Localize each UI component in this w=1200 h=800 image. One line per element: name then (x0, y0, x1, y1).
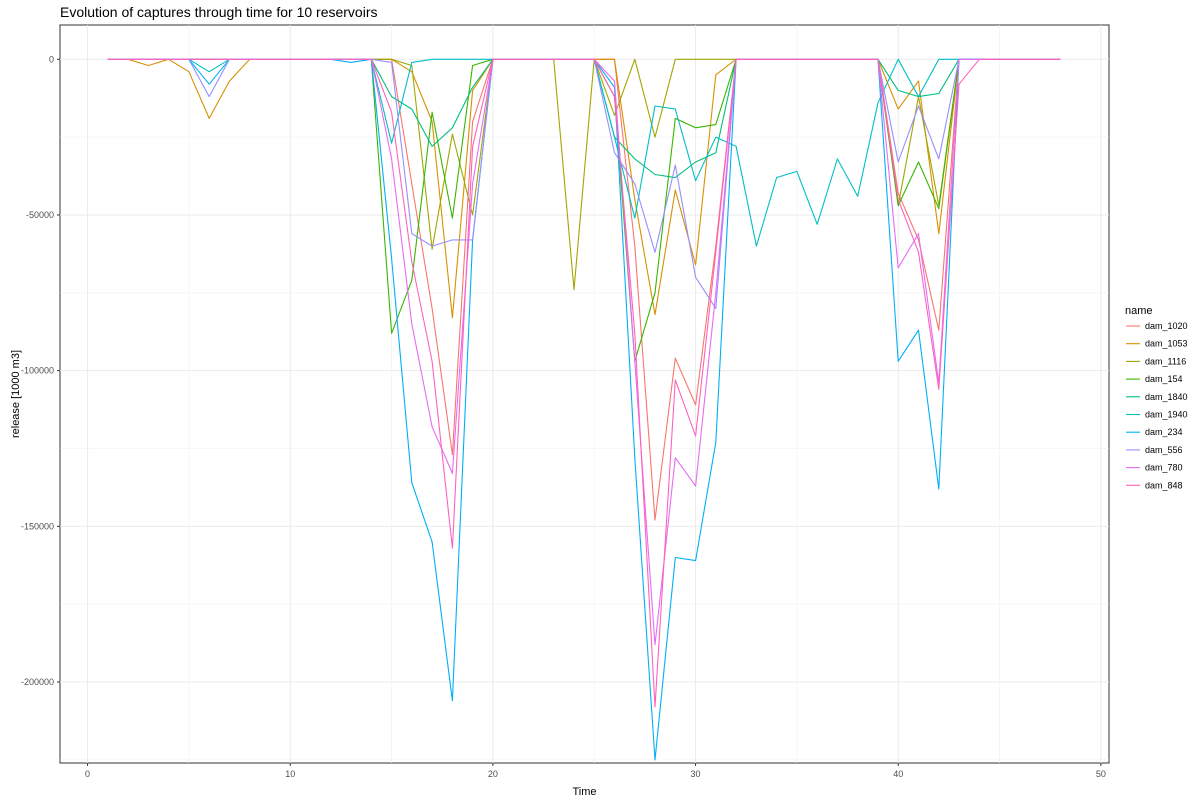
plot-panel (59, 24, 1110, 764)
legend-label: dam_234 (1145, 427, 1183, 437)
legend-label: dam_848 (1145, 480, 1183, 490)
legend-label: dam_154 (1145, 374, 1183, 384)
x-tick-label: 10 (285, 769, 295, 779)
legend-label: dam_1116 (1145, 356, 1186, 366)
y-tick-label: -100000 (21, 366, 54, 376)
legend-label: dam_556 (1145, 445, 1183, 455)
x-tick-label: 40 (893, 769, 903, 779)
y-tick-label: -200000 (21, 677, 54, 687)
x-tick-label: 30 (691, 769, 701, 779)
series-line-dam_848 (107, 58, 1061, 708)
y-tick-label: -50000 (26, 210, 54, 220)
series-lines (107, 58, 1061, 761)
x-tick-label: 20 (488, 769, 498, 779)
x-tick-label: 0 (85, 769, 90, 779)
legend-label: dam_1840 (1145, 392, 1188, 402)
y-tick-label: 0 (49, 54, 54, 64)
axes: 0 10 20 30 40 50 0 -50000 -100000 -150000 -200000 (21, 54, 1106, 779)
x-tick-label: 50 (1096, 769, 1106, 779)
legend: name dam_1020 dam_1053 dam_1116 dam_154 dam_… (1124, 305, 1188, 495)
minor-gridlines (60, 25, 1109, 763)
y-axis-label: release [1000 m3] (10, 350, 22, 438)
y-tick-label: -150000 (21, 521, 54, 531)
chart-title: Evolution of captures through time for 1… (60, 4, 378, 20)
legend-label: dam_1053 (1145, 339, 1188, 349)
legend-label: dam_1940 (1145, 410, 1188, 420)
legend-label: dam_1020 (1145, 321, 1188, 331)
legend-label: dam_780 (1145, 463, 1183, 473)
x-axis-label: Time (572, 786, 596, 798)
legend-title: name (1125, 305, 1153, 317)
